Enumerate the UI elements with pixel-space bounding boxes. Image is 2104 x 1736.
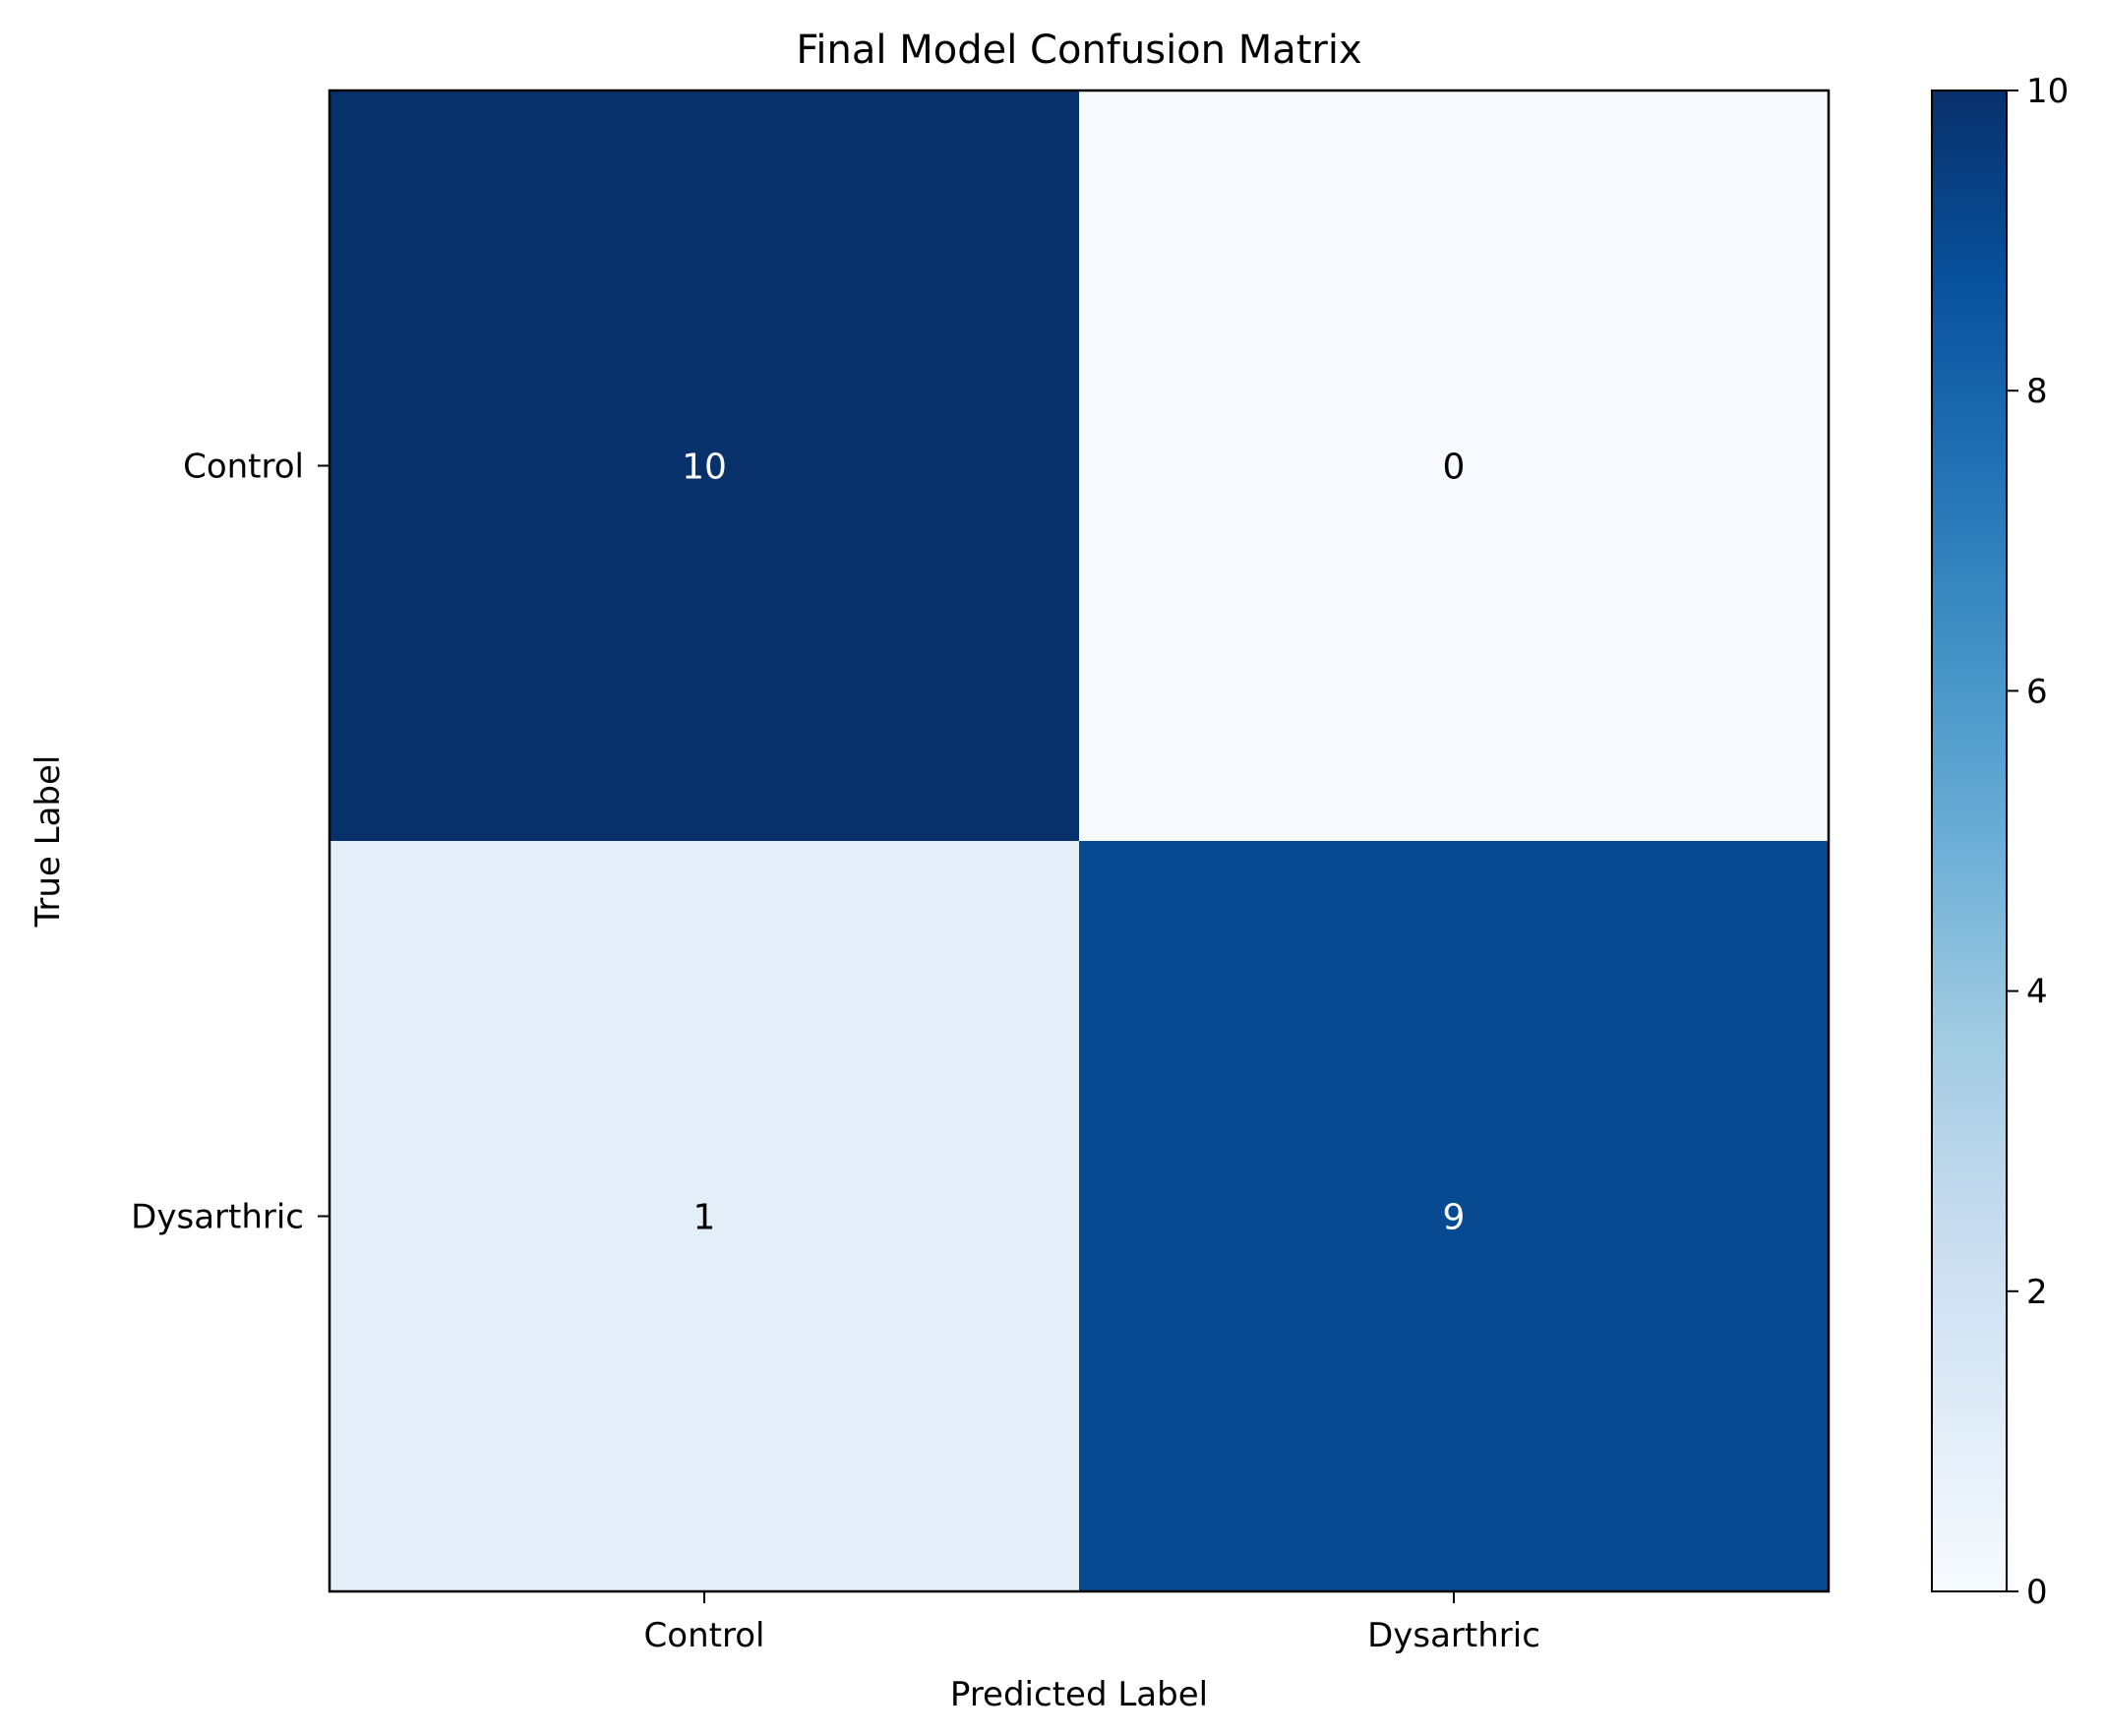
colorbar-tick-label: 8: [2026, 372, 2048, 411]
heatmap-cells: [330, 90, 1830, 1592]
colorbar-tick-label: 2: [2026, 1273, 2048, 1312]
y-axis-ticks: Control Dysarthric: [131, 448, 330, 1237]
cell-value-label: 1: [693, 1198, 716, 1238]
heatmap-cell: [1079, 841, 1830, 1592]
cell-value-label: 0: [1443, 448, 1466, 488]
chart-title: Final Model Confusion Matrix: [796, 28, 1361, 73]
x-axis-label: Predicted Label: [950, 1675, 1208, 1714]
y-tick-label: Dysarthric: [131, 1198, 304, 1237]
cell-value-labels: 10 0 1 9: [682, 448, 1465, 1238]
colorbar-tick-label: 10: [2026, 72, 2069, 111]
x-axis-ticks: Control Dysarthric: [644, 1591, 1540, 1655]
colorbar: [1931, 90, 2008, 1592]
cell-value-label: 10: [682, 448, 727, 488]
colorbar-tick-label: 4: [2026, 973, 2048, 1012]
colorbar-tick-label: 0: [2026, 1573, 2048, 1612]
heatmap-cell: [1079, 90, 1830, 842]
heatmap-cell: [330, 841, 1080, 1592]
y-tick-label: Control: [183, 448, 304, 487]
x-tick-label: Dysarthric: [1367, 1616, 1540, 1655]
y-axis-label: True Label: [29, 755, 68, 928]
plot-frame: [328, 89, 1831, 1593]
colorbar-tick-label: 6: [2026, 672, 2048, 711]
cell-value-label: 9: [1443, 1198, 1466, 1238]
colorbar-ticks: 0 2 4 6 8 10: [2007, 72, 2069, 1612]
heatmap-cell: [330, 90, 1080, 842]
x-tick-label: Control: [644, 1616, 765, 1655]
